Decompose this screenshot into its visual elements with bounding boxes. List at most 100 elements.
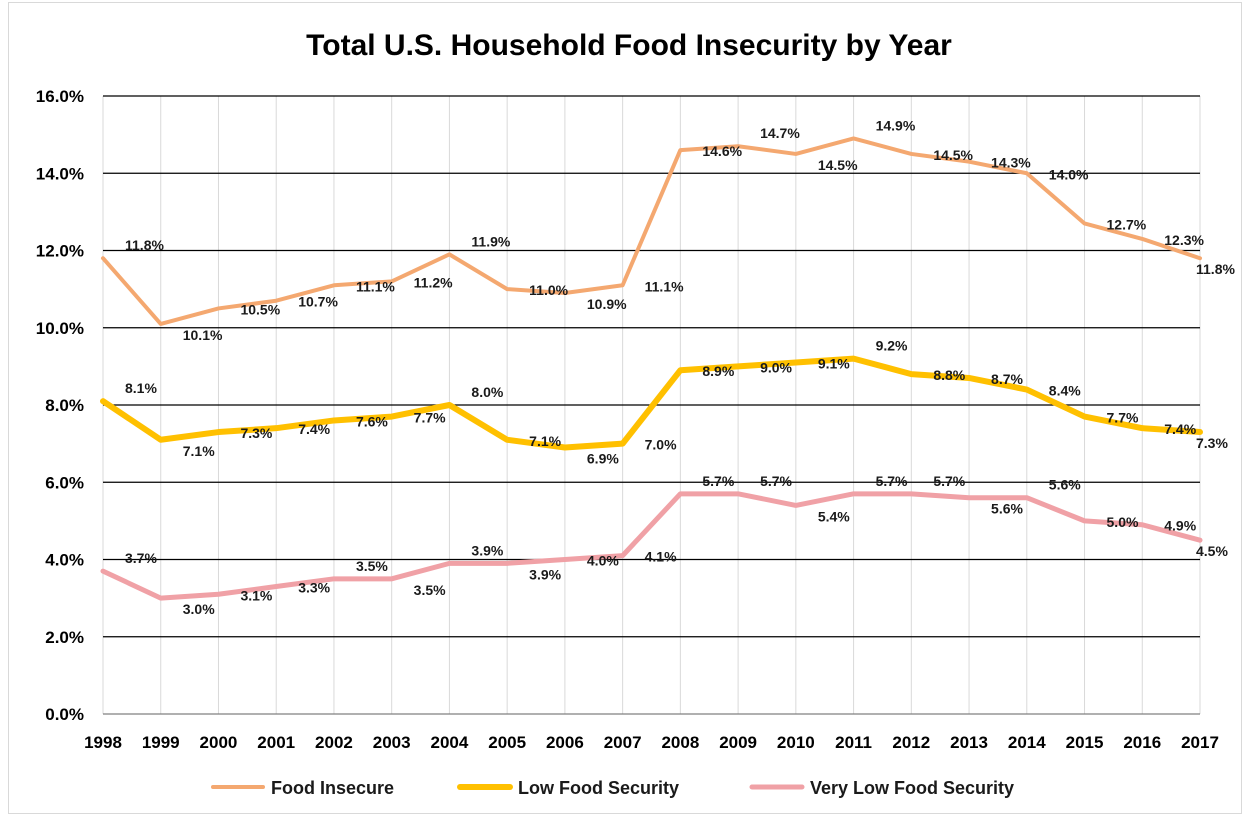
legend-label: Low Food Security bbox=[518, 778, 679, 798]
data-label-food-insecure: 11.8% bbox=[1196, 261, 1235, 277]
data-label-very-low-food-security: 3.5% bbox=[414, 582, 446, 598]
y-tick-label: 16.0% bbox=[36, 87, 84, 106]
data-label-low-food-security: 7.7% bbox=[1107, 410, 1139, 426]
data-label-low-food-security: 7.1% bbox=[183, 443, 215, 459]
data-label-food-insecure: 12.3% bbox=[1164, 232, 1204, 248]
legend-label: Very Low Food Security bbox=[810, 778, 1014, 798]
legend-item-low-food-security: Low Food Security bbox=[457, 778, 679, 798]
series-lines bbox=[100, 136, 1203, 601]
legend-label: Food Insecure bbox=[271, 778, 394, 798]
data-label-food-insecure: 14.0% bbox=[1049, 166, 1089, 182]
x-tick-label: 2000 bbox=[200, 733, 238, 752]
data-label-very-low-food-security: 3.3% bbox=[298, 580, 330, 596]
x-tick-label: 2017 bbox=[1181, 733, 1219, 752]
x-tick-label: 2001 bbox=[257, 733, 295, 752]
data-label-food-insecure: 11.1% bbox=[645, 278, 684, 294]
y-tick-label: 6.0% bbox=[45, 473, 84, 492]
data-label-low-food-security: 7.4% bbox=[298, 421, 330, 437]
data-label-very-low-food-security: 4.9% bbox=[1164, 518, 1196, 534]
data-label-very-low-food-security: 5.7% bbox=[933, 473, 965, 489]
data-label-food-insecure: 10.7% bbox=[298, 294, 338, 310]
y-tick-label: 8.0% bbox=[45, 396, 84, 415]
data-label-low-food-security: 7.3% bbox=[240, 425, 272, 441]
data-label-food-insecure: 10.9% bbox=[587, 296, 627, 312]
data-label-food-insecure: 11.9% bbox=[471, 233, 510, 249]
data-label-very-low-food-security: 3.1% bbox=[240, 587, 272, 603]
x-tick-label: 2006 bbox=[546, 733, 584, 752]
data-label-food-insecure: 14.5% bbox=[818, 157, 858, 173]
data-label-food-insecure: 11.2% bbox=[414, 274, 453, 290]
x-tick-label: 2009 bbox=[719, 733, 757, 752]
data-label-very-low-food-security: 4.1% bbox=[645, 549, 677, 565]
data-label-low-food-security: 8.8% bbox=[933, 367, 965, 383]
x-tick-label: 2007 bbox=[604, 733, 642, 752]
data-label-low-food-security: 6.9% bbox=[587, 450, 619, 466]
x-tick-label: 2016 bbox=[1123, 733, 1161, 752]
y-tick-label: 2.0% bbox=[45, 628, 84, 647]
x-tick-label: 2012 bbox=[892, 733, 930, 752]
data-label-low-food-security: 7.3% bbox=[1196, 435, 1228, 451]
data-label-low-food-security: 7.6% bbox=[356, 413, 388, 429]
y-tick-label: 14.0% bbox=[36, 164, 84, 183]
data-label-low-food-security: 8.9% bbox=[702, 363, 734, 379]
x-tick-label: 1998 bbox=[84, 733, 122, 752]
data-label-low-food-security: 8.0% bbox=[471, 384, 503, 400]
data-label-low-food-security: 8.1% bbox=[125, 380, 157, 396]
data-label-very-low-food-security: 5.7% bbox=[876, 473, 908, 489]
chart-frame bbox=[8, 2, 1242, 814]
x-tick-label: 2011 bbox=[835, 733, 872, 752]
y-tick-label: 12.0% bbox=[36, 242, 84, 261]
data-label-low-food-security: 9.1% bbox=[818, 356, 850, 372]
x-tick-label: 2002 bbox=[315, 733, 353, 752]
data-label-food-insecure: 14.5% bbox=[933, 147, 973, 163]
legend-item-food-insecure: Food Insecure bbox=[211, 778, 394, 798]
x-tick-label: 2004 bbox=[431, 733, 469, 752]
series-line-food-insecure bbox=[101, 136, 1202, 326]
data-label-low-food-security: 7.7% bbox=[414, 410, 446, 426]
data-label-food-insecure: 14.7% bbox=[760, 125, 800, 141]
data-label-low-food-security: 9.2% bbox=[876, 338, 908, 354]
x-tick-label: 1999 bbox=[142, 733, 180, 752]
data-label-very-low-food-security: 5.4% bbox=[818, 508, 850, 524]
data-label-very-low-food-security: 3.5% bbox=[356, 558, 388, 574]
x-tick-label: 2015 bbox=[1066, 733, 1104, 752]
series-line-low-food-security bbox=[100, 355, 1203, 451]
data-label-very-low-food-security: 3.0% bbox=[183, 601, 215, 617]
data-label-food-insecure: 12.7% bbox=[1107, 216, 1147, 232]
data-label-food-insecure: 14.3% bbox=[991, 155, 1031, 171]
data-label-very-low-food-security: 5.7% bbox=[702, 473, 734, 489]
data-label-food-insecure: 14.9% bbox=[876, 117, 916, 133]
x-tick-label: 2014 bbox=[1008, 733, 1046, 752]
data-label-very-low-food-security: 5.0% bbox=[1107, 514, 1139, 530]
data-label-food-insecure: 14.6% bbox=[702, 143, 742, 159]
data-label-low-food-security: 7.1% bbox=[529, 433, 561, 449]
data-label-very-low-food-security: 5.6% bbox=[991, 501, 1023, 517]
data-label-very-low-food-security: 3.9% bbox=[529, 566, 561, 582]
x-tick-label: 2005 bbox=[488, 733, 526, 752]
data-label-food-insecure: 11.0% bbox=[529, 282, 568, 298]
x-axis-tick-labels: 1998 1999 2000 2001 2002 2003 2004 2005 2006 2007… bbox=[84, 733, 1219, 752]
legend-item-very-low-food-security: Very Low Food Security bbox=[749, 778, 1014, 798]
data-label-low-food-security: 8.7% bbox=[991, 371, 1023, 387]
data-label-food-insecure: 10.5% bbox=[240, 301, 280, 317]
data-label-food-insecure: 10.1% bbox=[183, 327, 223, 343]
data-label-very-low-food-security: 5.6% bbox=[1049, 477, 1081, 493]
data-label-very-low-food-security: 4.5% bbox=[1196, 543, 1228, 559]
data-labels: 11.8% 10.1% 10.5% 10.7% 11.1% 11.2% 11.9% 11.0%… bbox=[125, 117, 1235, 617]
data-label-food-insecure: 11.1% bbox=[356, 278, 395, 294]
legend: Food Insecure Low Food Security Very Low F… bbox=[211, 778, 1014, 798]
x-tick-label: 2008 bbox=[661, 733, 699, 752]
y-axis-tick-labels: 0.0% 2.0% 4.0% 6.0% 8.0% 10.0% 12.0% 14.0% 16.0% bbox=[36, 87, 84, 724]
series-line-very-low-food-security bbox=[100, 491, 1203, 601]
y-tick-label: 4.0% bbox=[45, 551, 84, 570]
x-tick-label: 2003 bbox=[373, 733, 411, 752]
data-label-very-low-food-security: 3.7% bbox=[125, 550, 157, 566]
x-tick-label: 2010 bbox=[777, 733, 815, 752]
chart-title: Total U.S. Household Food Insecurity by … bbox=[306, 29, 952, 62]
data-label-low-food-security: 9.0% bbox=[760, 359, 792, 375]
data-label-low-food-security: 7.4% bbox=[1164, 421, 1196, 437]
data-label-low-food-security: 8.4% bbox=[1049, 383, 1081, 399]
data-label-food-insecure: 11.8% bbox=[125, 237, 164, 253]
data-label-very-low-food-security: 3.9% bbox=[471, 542, 503, 558]
